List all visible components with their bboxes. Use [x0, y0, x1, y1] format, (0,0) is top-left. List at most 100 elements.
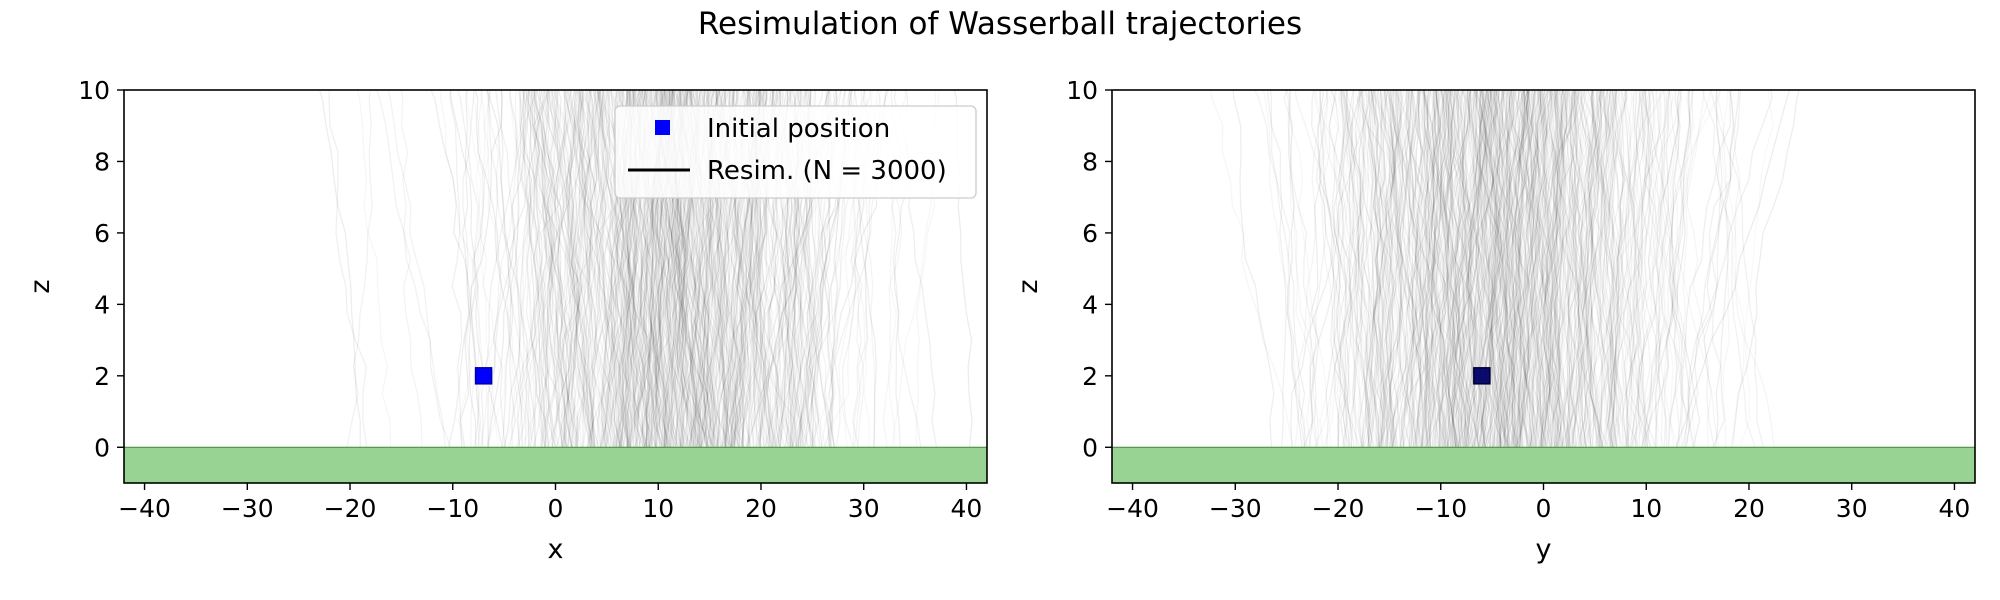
trajectory-line	[522, 90, 541, 448]
trajectory-line	[1550, 90, 1567, 448]
trajectory-line	[1541, 90, 1598, 448]
trajectory-line	[1014, 72, 1065, 447]
trajectory-line	[1364, 90, 1397, 448]
trajectory-line	[1442, 90, 1460, 448]
trajectory-line	[1516, 90, 1537, 448]
y-axis-label: z	[25, 279, 56, 293]
trajectory-line	[1423, 90, 1467, 448]
trajectory-line	[1451, 90, 1488, 448]
trajectory-line	[1345, 90, 1374, 448]
trajectory-line	[1452, 90, 1505, 448]
trajectory-line	[1668, 90, 1691, 448]
trajectory-line	[1424, 90, 1460, 448]
y-tick-label: 0	[1082, 433, 1098, 462]
trajectory-line	[1526, 90, 1565, 448]
trajectory-line	[1434, 90, 1458, 448]
trajectory-line	[1556, 90, 1583, 448]
trajectory-line	[1572, 90, 1604, 448]
trajectory-line	[1439, 90, 1470, 448]
trajectory-line	[1500, 90, 1530, 448]
trajectory-line	[1504, 90, 1538, 448]
trajectory-line	[1461, 90, 1487, 448]
trajectory-line	[533, 90, 614, 448]
trajectory-line	[511, 90, 584, 448]
trajectory-line	[1391, 90, 1427, 448]
trajectory-line	[1534, 90, 1584, 448]
trajectory-line	[1442, 90, 1476, 448]
trajectory-line	[1380, 90, 1422, 448]
trajectory-line	[569, 90, 622, 448]
trajectory-line	[1456, 90, 1507, 448]
trajectory-line	[1319, 90, 1351, 448]
trajectory-line	[560, 90, 573, 448]
trajectory-line	[479, 90, 518, 448]
trajectory-line	[1379, 90, 1414, 448]
trajectory-line	[603, 90, 634, 448]
trajectory-line	[1488, 90, 1515, 448]
trajectory-line	[1446, 90, 1482, 448]
trajectory-line	[1580, 90, 1609, 448]
trajectory-line	[1481, 90, 1503, 448]
legend-label: Resim. (N = 3000)	[707, 156, 947, 186]
trajectory-line	[1448, 90, 1472, 448]
trajectory-line	[1507, 90, 1602, 448]
trajectory-line	[1643, 90, 1661, 448]
trajectory-line	[562, 90, 585, 448]
trajectory-line	[538, 90, 575, 448]
y-tick-label: 4	[1082, 290, 1098, 319]
trajectory-line	[1389, 90, 1447, 448]
trajectory-line	[474, 90, 523, 448]
trajectory-line	[1328, 90, 1356, 448]
trajectory-line	[1372, 90, 1467, 448]
trajectory-line	[558, 90, 573, 448]
trajectory-line	[577, 90, 621, 448]
trajectory-line	[1286, 90, 1303, 448]
trajectory-line	[1625, 90, 1655, 448]
x-tick-label: 10	[1630, 494, 1662, 523]
trajectory-line	[1509, 90, 1542, 448]
trajectory-line	[1519, 90, 1537, 448]
trajectory-line	[1381, 90, 1401, 448]
trajectory-line	[480, 90, 537, 448]
trajectory-line	[1474, 90, 1508, 448]
trajectory-line	[1448, 90, 1467, 448]
trajectory-line	[1468, 90, 1484, 448]
trajectory-line	[1654, 90, 1681, 448]
trajectory-line	[1476, 90, 1496, 448]
trajectory-line	[563, 90, 594, 448]
trajectory-line	[1722, 72, 1774, 447]
trajectory-line	[1600, 90, 1682, 448]
trajectory-line	[1588, 90, 1617, 448]
trajectory-line	[1569, 90, 1601, 448]
trajectory-line	[1368, 90, 1419, 448]
trajectory-line	[517, 90, 561, 448]
trajectory-line	[1389, 90, 1450, 448]
trajectory-line	[1314, 90, 1348, 448]
trajectory-line	[1254, 90, 1308, 448]
trajectory-line	[1455, 90, 1494, 448]
trajectory-line	[1681, 90, 1740, 448]
trajectory-line	[1575, 90, 1605, 448]
trajectory-line	[1566, 90, 1603, 448]
trajectory-line	[1441, 90, 1510, 448]
trajectory-line	[573, 90, 599, 448]
trajectory-line	[1544, 90, 1595, 448]
trajectory-line	[1493, 90, 1512, 448]
trajectory-line	[546, 90, 568, 448]
trajectory-line	[1520, 90, 1571, 448]
trajectory-line	[594, 90, 618, 448]
trajectory-line	[1525, 90, 1554, 448]
trajectory-line	[1440, 90, 1480, 448]
trajectory-line	[1506, 90, 1530, 448]
trajectory-line	[1456, 90, 1505, 448]
trajectory-line	[1629, 90, 1648, 448]
trajectory-line	[1609, 90, 1641, 448]
trajectory-line	[1458, 90, 1479, 448]
trajectory-line	[527, 90, 547, 448]
trajectory-line	[1449, 90, 1463, 448]
trajectory-line	[548, 90, 573, 448]
trajectory-line	[1546, 90, 1572, 448]
trajectory-line	[1492, 90, 1510, 448]
trajectory-line	[1394, 90, 1422, 448]
trajectory-line	[1383, 90, 1424, 448]
